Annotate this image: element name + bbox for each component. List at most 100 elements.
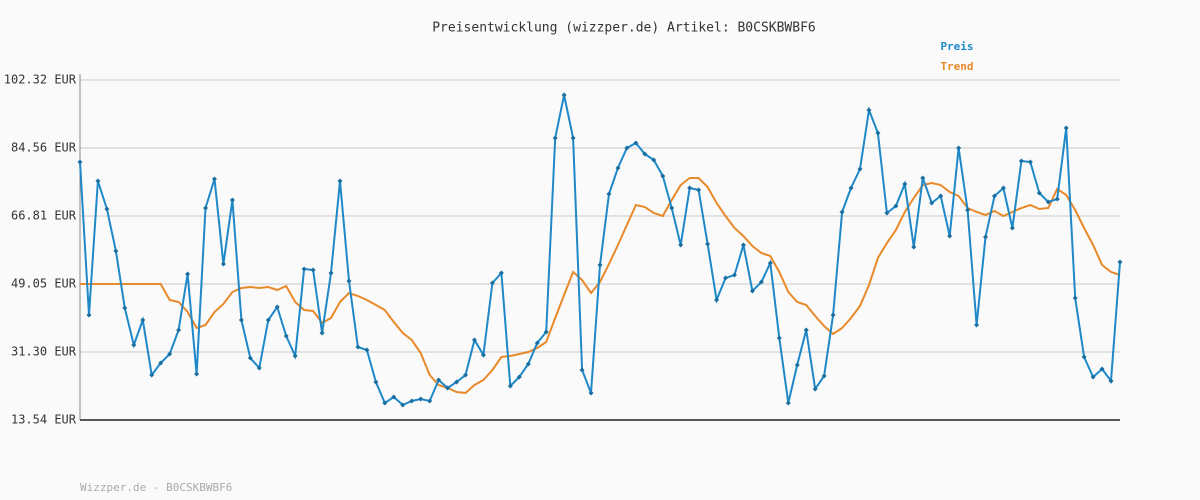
point — [606, 191, 612, 197]
point — [749, 288, 755, 294]
point — [929, 200, 935, 206]
point — [489, 280, 495, 286]
point — [346, 278, 352, 284]
point — [642, 151, 648, 157]
point — [776, 335, 782, 341]
point — [812, 386, 818, 392]
point — [830, 312, 836, 318]
point — [543, 329, 549, 335]
point — [229, 197, 235, 203]
point — [1054, 196, 1060, 202]
y-tick-label: 66.81 EUR — [11, 208, 77, 222]
point — [875, 130, 881, 136]
point — [471, 337, 477, 343]
point — [740, 242, 746, 248]
point — [678, 242, 684, 248]
point — [651, 157, 657, 163]
point — [1018, 158, 1024, 164]
point — [866, 107, 872, 113]
point — [1108, 378, 1114, 384]
point — [507, 383, 513, 389]
point — [86, 312, 92, 318]
point — [579, 367, 585, 373]
point — [705, 241, 711, 247]
point — [767, 260, 773, 266]
point — [1000, 185, 1006, 191]
point — [480, 352, 486, 358]
point — [714, 297, 720, 303]
point — [794, 362, 800, 368]
point — [104, 206, 110, 212]
point — [723, 275, 729, 281]
point — [1099, 366, 1105, 372]
point — [328, 270, 334, 276]
point — [211, 176, 217, 182]
point — [140, 317, 146, 323]
point — [185, 271, 191, 277]
point — [1063, 125, 1069, 131]
point — [1117, 259, 1123, 265]
point — [803, 327, 809, 333]
point — [418, 396, 424, 402]
point — [77, 159, 83, 165]
point — [310, 267, 316, 273]
point — [95, 178, 101, 184]
point — [364, 347, 370, 353]
point — [561, 92, 567, 98]
point — [1045, 199, 1051, 205]
point — [149, 372, 155, 378]
point — [1072, 295, 1078, 301]
footer: Wizzper.de - B0CSKBWBF6 — [80, 481, 232, 494]
point — [454, 379, 460, 385]
point — [884, 210, 890, 216]
point — [1009, 225, 1015, 231]
point — [696, 187, 702, 193]
point — [669, 205, 675, 211]
point — [893, 203, 899, 209]
point — [911, 244, 917, 250]
legend-label: Trend — [940, 60, 973, 73]
point — [597, 262, 603, 268]
point — [848, 185, 854, 191]
point — [122, 305, 128, 311]
point — [1027, 159, 1033, 165]
point — [256, 365, 262, 371]
point — [194, 371, 200, 377]
point — [839, 209, 845, 215]
point — [203, 205, 209, 211]
point — [570, 135, 576, 141]
point — [947, 233, 953, 239]
point — [938, 193, 944, 199]
point — [131, 342, 137, 348]
y-tick-label: 13.54 EUR — [11, 413, 77, 427]
point — [991, 193, 997, 199]
point — [857, 166, 863, 172]
point — [265, 317, 271, 323]
point — [176, 327, 182, 333]
point — [220, 261, 226, 267]
y-tick-label: 102.32 EUR — [4, 73, 77, 87]
point — [382, 400, 388, 406]
point — [113, 248, 119, 254]
point — [902, 181, 908, 187]
point — [337, 178, 343, 184]
point — [956, 145, 962, 151]
point — [660, 173, 666, 179]
point — [400, 402, 406, 408]
y-tick-label: 31.30 EUR — [11, 344, 77, 358]
point — [785, 400, 791, 406]
point — [624, 145, 630, 151]
point — [615, 165, 621, 171]
y-tick-label: 84.56 EUR — [11, 141, 77, 155]
point — [463, 372, 469, 378]
point — [974, 322, 980, 328]
point — [498, 270, 504, 276]
point — [445, 385, 451, 391]
point — [427, 398, 433, 404]
point — [373, 379, 379, 385]
point — [319, 330, 325, 336]
point — [167, 351, 173, 357]
point — [516, 374, 522, 380]
